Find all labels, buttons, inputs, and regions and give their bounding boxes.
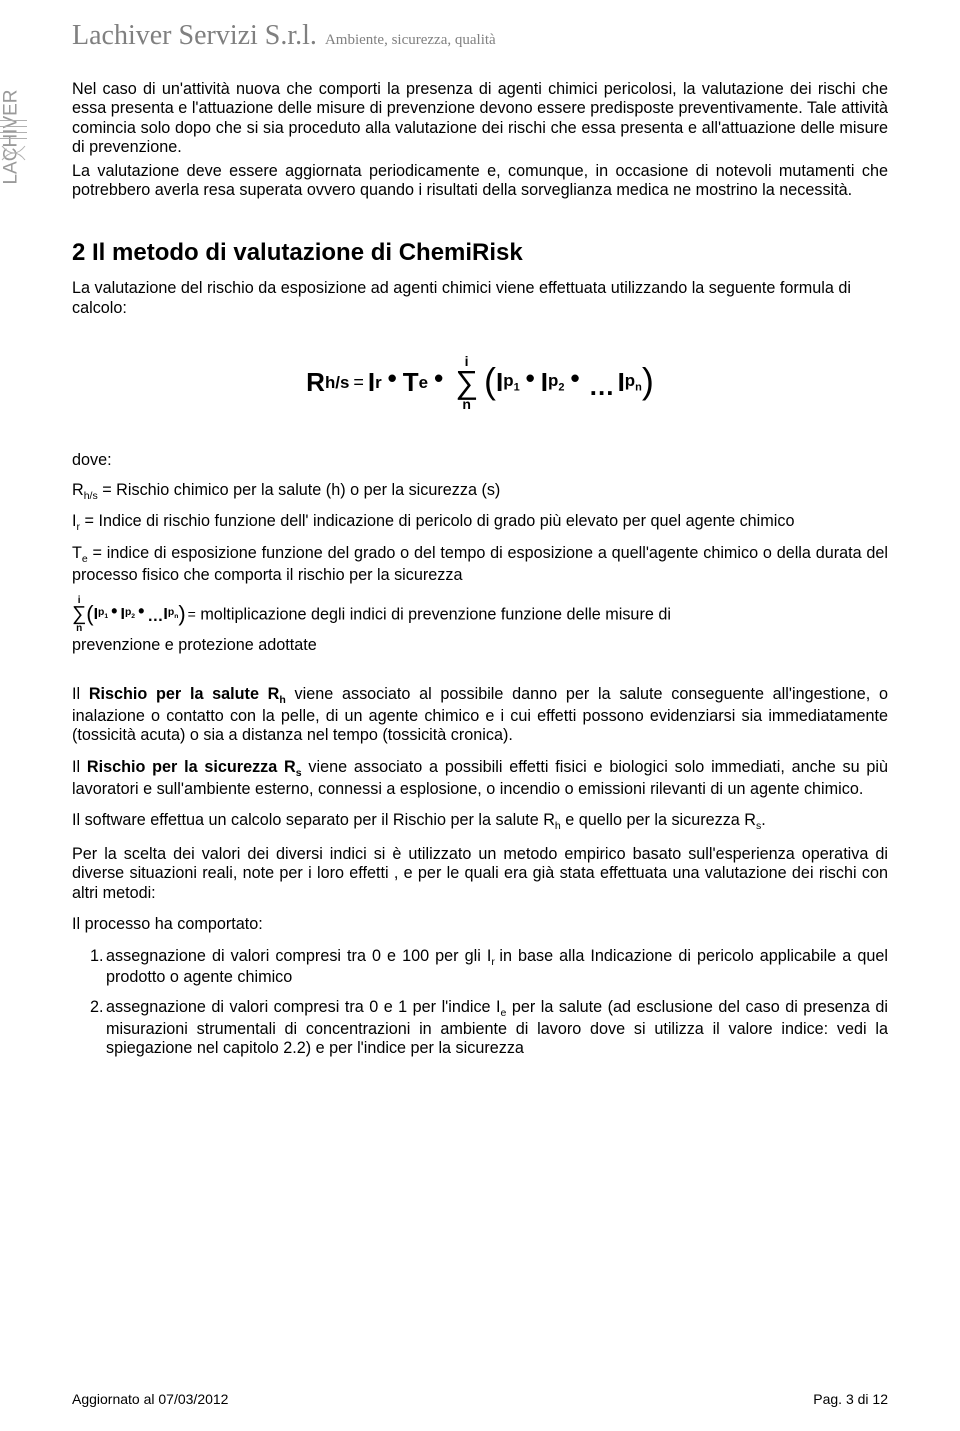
p-rischio-sicurezza: Il Rischio per la sicurezza Rs viene ass… bbox=[72, 758, 888, 799]
footer-date: Aggiornato al 07/03/2012 bbox=[72, 1391, 228, 1407]
list-num-2: 2. bbox=[72, 998, 106, 1059]
company-tagline: Ambiente, sicurezza, qualità bbox=[325, 32, 496, 49]
def-Rhs: Rh/s = Rischio chimico per la salute (h)… bbox=[72, 481, 888, 503]
def-Ir: Ir = Indice di rischio funzione dell' in… bbox=[72, 512, 888, 534]
f-Ip2-2: 2 bbox=[558, 381, 564, 393]
f-dot3: • bbox=[526, 363, 535, 394]
f-Ip2-p: p bbox=[548, 371, 558, 390]
list-body-2: assegnazione di valori compresi tra 0 e … bbox=[106, 998, 888, 1059]
f-dot1: • bbox=[388, 363, 397, 394]
f-lparen: ( bbox=[484, 359, 496, 402]
section-lead: La valutazione del rischio da esposizion… bbox=[72, 279, 888, 318]
def-sum: i ∑ n ( Ip1 • Ip2 • … Ipn ) = moltiplica… bbox=[72, 596, 888, 634]
f-T: T bbox=[403, 367, 419, 398]
p-rischio-salute: Il Rischio per la salute Rh viene associ… bbox=[72, 685, 888, 746]
body-section-2: Il Rischio per la salute Rh viene associ… bbox=[72, 685, 888, 1059]
def-Te: Te = indice di esposizione funzione del … bbox=[72, 544, 888, 585]
definitions-block: dove: Rh/s = Rischio chimico per la salu… bbox=[72, 451, 888, 655]
f-eq: = bbox=[353, 372, 364, 394]
page-content: Nel caso di un'attività nuova che compor… bbox=[72, 80, 888, 1069]
f-Ipn-I: I bbox=[618, 367, 625, 398]
f-Ip1-1: 1 bbox=[514, 381, 520, 393]
section-heading: 2 Il metodo di valutazione di ChemiRisk bbox=[72, 239, 888, 268]
small-formula: i ∑ n ( Ip1 • Ip2 • … Ipn ) = bbox=[72, 596, 196, 634]
company-name: Lachiver Servizi S.r.l. bbox=[72, 20, 317, 52]
f-Ip1-p: p bbox=[503, 371, 513, 390]
f-R: R bbox=[306, 367, 325, 398]
f-Ip2-I: I bbox=[541, 367, 548, 398]
page-footer: Aggiornato al 07/03/2012 Pag. 3 di 12 bbox=[72, 1391, 888, 1407]
f-dot4: • bbox=[570, 363, 579, 394]
list-body-1: assegnazione di valori compresi tra 0 e … bbox=[106, 947, 888, 988]
f-hs: h/s bbox=[325, 373, 349, 393]
side-logo-decoration bbox=[0, 120, 27, 164]
company-line: Lachiver Servizi S.r.l. Ambiente, sicure… bbox=[72, 20, 496, 52]
page-header: Lachiver Servizi S.r.l. Ambiente, sicure… bbox=[72, 20, 888, 52]
f-Ipn-n: n bbox=[635, 381, 642, 393]
list-num-1: 1. bbox=[72, 947, 106, 988]
sigma-lower: n bbox=[462, 397, 471, 411]
f-ellipsis: … bbox=[589, 371, 615, 402]
f-dot2: • bbox=[434, 363, 443, 394]
f-rparen: ) bbox=[642, 359, 654, 402]
list-item-2: 2. assegnazione di valori compresi tra 0… bbox=[72, 998, 888, 1059]
sigma-wrap: i ∑ n bbox=[455, 354, 478, 411]
f-I: I bbox=[368, 367, 375, 398]
f-r: r bbox=[375, 373, 382, 393]
intro-paragraph-2: La valutazione deve essere aggiornata pe… bbox=[72, 162, 888, 201]
main-formula: Rh/s = Ir • Te • i ∑ n ( Ip1 • Ip2 • … I… bbox=[72, 354, 888, 411]
list-item-1: 1. assegnazione di valori compresi tra 0… bbox=[72, 947, 888, 988]
f-Ipn-p: p bbox=[625, 371, 635, 390]
p-software: Il software effettua un calcolo separato… bbox=[72, 811, 888, 833]
dove-label: dove: bbox=[72, 451, 888, 470]
intro-paragraph-1: Nel caso di un'attività nuova che compor… bbox=[72, 80, 888, 158]
f-Ip1-I: I bbox=[496, 367, 503, 398]
sigma-symbol: ∑ bbox=[455, 368, 478, 397]
def-sum-cont: prevenzione e protezione adottate bbox=[72, 636, 888, 655]
company-block: Lachiver Servizi S.r.l. Ambiente, sicure… bbox=[72, 20, 496, 52]
f-e: e bbox=[419, 373, 428, 393]
p-method: Per la scelta dei valori dei diversi ind… bbox=[72, 845, 888, 903]
footer-page: Pag. 3 di 12 bbox=[813, 1391, 888, 1407]
p-process: Il processo ha comportato: bbox=[72, 915, 888, 934]
